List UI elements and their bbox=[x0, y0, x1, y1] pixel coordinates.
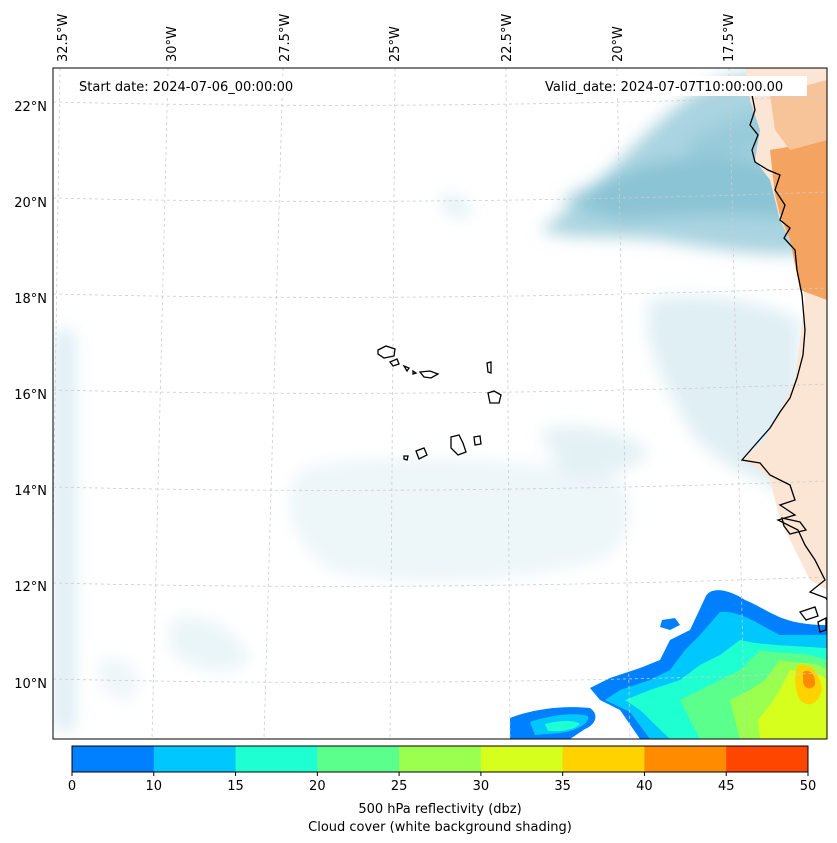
island-boa-vista bbox=[487, 390, 502, 404]
colorbar-label-primary: 500 hPa reflectivity (dbz) bbox=[358, 802, 521, 817]
start-date-label: Start date: 2024-07-06_00:00:00 bbox=[79, 80, 293, 95]
land-warm-north bbox=[770, 80, 827, 150]
colorbar-tick-label: 45 bbox=[718, 779, 735, 794]
colorbar-tick-label: 25 bbox=[391, 779, 408, 794]
land-layer bbox=[742, 68, 827, 590]
lat-label: 20°N bbox=[14, 196, 47, 211]
island-santa-luzia bbox=[402, 364, 410, 373]
colorbar-segment bbox=[153, 746, 237, 772]
colorbar-tick-label: 50 bbox=[800, 779, 817, 794]
colorbar-label-secondary: Cloud cover (white background shading) bbox=[308, 820, 572, 835]
valid-date-label: Valid_date: 2024-07-07T10:00:00.00 bbox=[545, 80, 783, 95]
valid-date-box bbox=[540, 76, 807, 96]
lat-label: 14°N bbox=[14, 484, 47, 499]
colorbar-segment bbox=[562, 746, 645, 772]
coastlines bbox=[377, 94, 827, 633]
latitude-labels: 22°N 20°N 18°N 16°N 14°N 12°N 10°N bbox=[14, 100, 47, 692]
lat-label: 18°N bbox=[14, 292, 47, 307]
colorbar-tick-label: 10 bbox=[146, 779, 163, 794]
lon-label: 17.5°W bbox=[722, 14, 737, 62]
island-small bbox=[412, 369, 418, 375]
colorbar-segment bbox=[644, 746, 727, 772]
colorbar-border bbox=[71, 745, 809, 773]
map-frame bbox=[52, 67, 828, 740]
map-content bbox=[53, 68, 827, 739]
colorbar-segment bbox=[726, 746, 809, 772]
lon-label: 25°W bbox=[388, 26, 403, 62]
colorbar-segment bbox=[399, 746, 482, 772]
lon-label: 20°W bbox=[611, 26, 626, 62]
coastal-island bbox=[781, 517, 808, 535]
coastal-island bbox=[798, 606, 819, 621]
colorbar-segment bbox=[72, 746, 155, 772]
lon-label: 30°W bbox=[165, 26, 180, 62]
colorbar-segment bbox=[480, 746, 564, 772]
start-date-box bbox=[74, 76, 314, 96]
island-santiago bbox=[450, 434, 467, 456]
lon-label: 32.5°W bbox=[56, 14, 71, 62]
lat-label: 12°N bbox=[14, 580, 47, 595]
lon-label: 22.5°W bbox=[500, 14, 515, 62]
island-brava bbox=[403, 455, 409, 461]
reflectivity-layer bbox=[510, 590, 827, 739]
lat-label: 10°N bbox=[14, 677, 47, 692]
colorbar-tick-label: 15 bbox=[227, 779, 244, 794]
island-sal bbox=[486, 361, 492, 374]
colorbar-segment bbox=[317, 746, 400, 772]
colorbar: 0 10 15 20 25 30 35 40 45 50 bbox=[68, 745, 817, 794]
colorbar-tick-label: 20 bbox=[309, 779, 326, 794]
colorbar-tick-label: 0 bbox=[68, 779, 76, 794]
land-warm-region bbox=[770, 140, 827, 300]
gridlines bbox=[53, 68, 827, 739]
africa-coastline bbox=[740, 94, 827, 601]
cloud-cover-layer bbox=[54, 68, 827, 730]
lat-label: 16°N bbox=[14, 388, 47, 403]
colorbar-tick-label: 30 bbox=[473, 779, 490, 794]
island-maio bbox=[473, 435, 482, 446]
island-santo-antao bbox=[377, 345, 396, 359]
island-sao-nicolau bbox=[418, 370, 440, 379]
colorbar-tick-label: 40 bbox=[636, 779, 653, 794]
longitude-labels: 32.5°W 30°W 27.5°W 25°W 22.5°W 20°W 17.5… bbox=[56, 14, 737, 62]
coastal-island bbox=[817, 616, 827, 633]
colorbar-segment bbox=[235, 746, 318, 772]
island-sao-vicente bbox=[388, 358, 400, 367]
lon-label: 27.5°W bbox=[278, 14, 293, 62]
colorbar-tick-label: 35 bbox=[554, 779, 571, 794]
lat-label: 22°N bbox=[14, 100, 47, 115]
island-fogo bbox=[415, 447, 428, 460]
